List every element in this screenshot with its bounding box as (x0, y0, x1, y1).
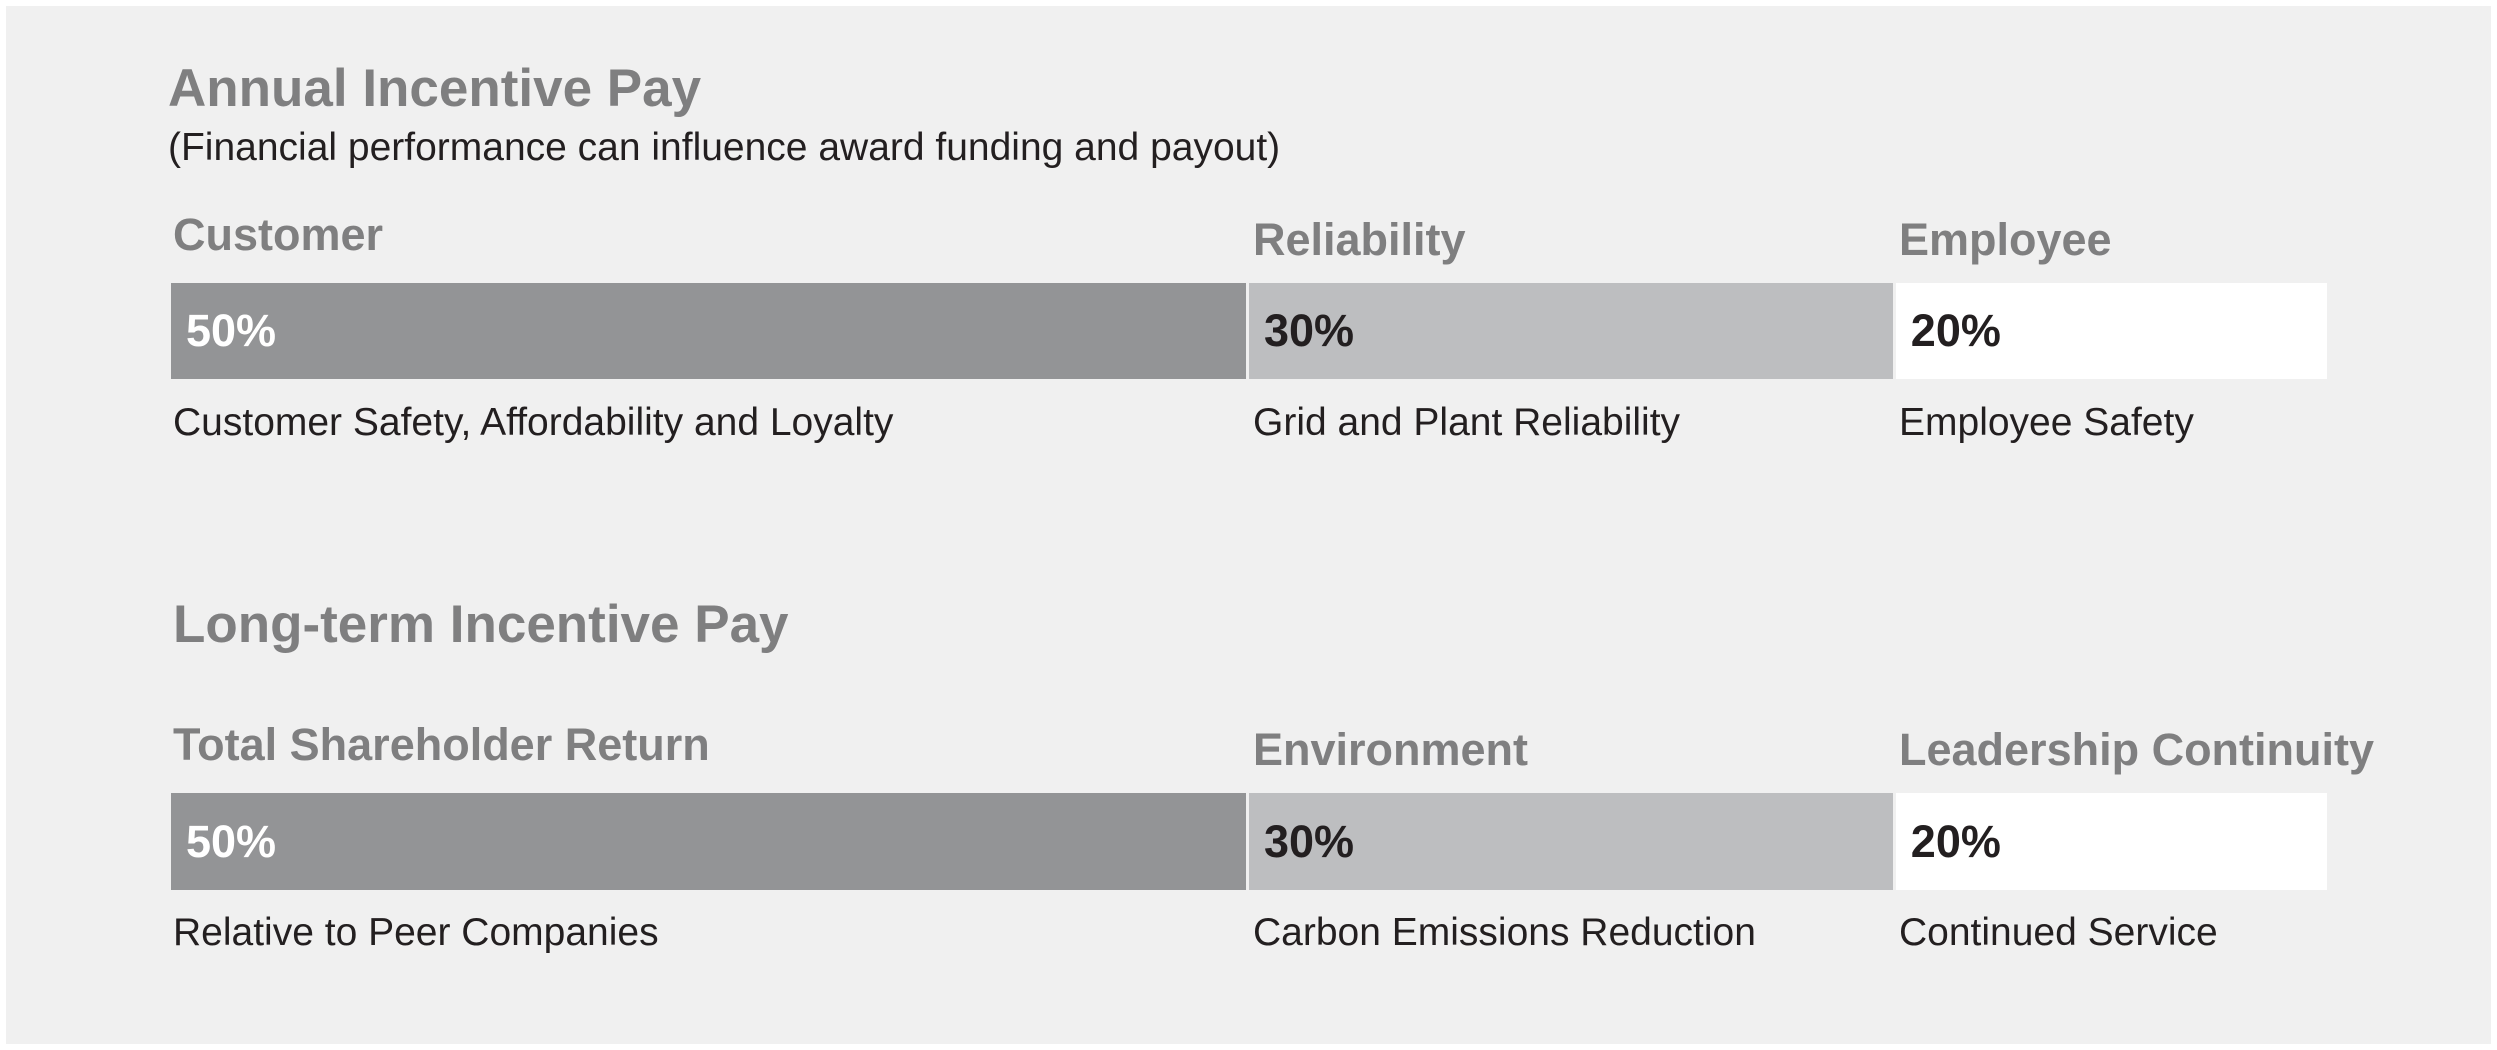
description-reliability: Grid and Plant Reliability (1253, 401, 1681, 444)
annual-section-title: Annual Incentive Pay (168, 59, 702, 118)
bar-value-label: 30% (1264, 815, 1355, 867)
annual-section-subtitle: (Financial performance can influence awa… (168, 126, 1281, 169)
bar-value-label: 50% (186, 305, 277, 356)
description-environment: Carbon Emissions Reduction (1253, 911, 1756, 954)
bar-value-label: 20% (1910, 305, 2001, 356)
category-label-employee: Employee (1899, 214, 2112, 265)
bar-value-label: 50% (186, 815, 277, 867)
bar-segment-total-shareholder-return: 50% (171, 793, 1246, 890)
longterm-section-title: Long-term Incentive Pay (173, 595, 789, 654)
category-label-customer: Customer (173, 209, 384, 260)
category-label-total-shareholder-return: Total Shareholder Return (173, 719, 710, 770)
category-label-leadership-continuity: Leadership Continuity (1899, 724, 2375, 775)
category-label-environment: Environment (1253, 724, 1529, 775)
bar-segment-customer: 50% (171, 283, 1246, 379)
bar-segment-reliability: 30% (1249, 283, 1893, 379)
bar-segment-leadership-continuity: 20% (1895, 793, 2327, 890)
bar-value-label: 30% (1264, 305, 1355, 356)
bar-value-label: 20% (1910, 815, 2001, 867)
description-total-shareholder-return: Relative to Peer Companies (173, 911, 659, 954)
category-label-reliability: Reliability (1253, 214, 1466, 265)
description-customer: Customer Safety, Affordability and Loyal… (173, 401, 894, 444)
bar-segment-environment: 30% (1249, 793, 1893, 890)
bar-segment-employee: 20% (1895, 283, 2327, 379)
description-employee: Employee Safety (1899, 401, 2194, 444)
description-leadership-continuity: Continued Service (1899, 911, 2218, 954)
